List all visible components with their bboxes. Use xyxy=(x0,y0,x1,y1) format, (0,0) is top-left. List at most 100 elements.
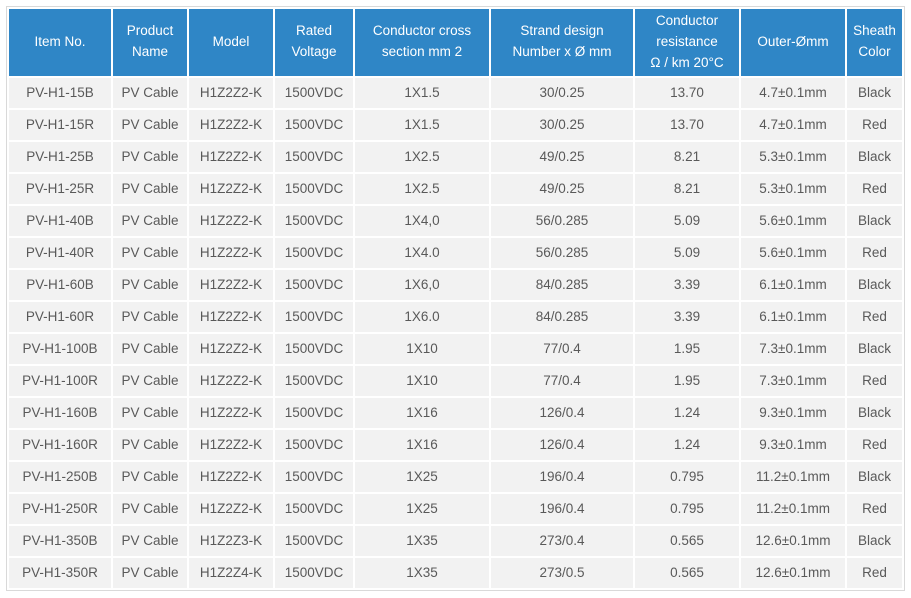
cell-outer-diameter: 9.3±0.1mm xyxy=(741,429,845,460)
cell-sheath-color: Black xyxy=(847,397,902,428)
cell-rated-voltage: 1500VDC xyxy=(275,205,353,236)
cell-strand-design: 30/0.25 xyxy=(491,77,633,108)
table-body: PV-H1-15B PV Cable H1Z2Z2-K 1500VDC 1X1.5 30/… xyxy=(9,77,902,588)
cell-cross-section: 1X16 xyxy=(355,397,489,428)
cell-rated-voltage: 1500VDC xyxy=(275,333,353,364)
cell-item-no: PV-H1-60B xyxy=(9,269,111,300)
cell-cross-section: 1X6,0 xyxy=(355,269,489,300)
table-row: PV-H1-100R PV Cable H1Z2Z2-K 1500VDC 1X10 77/… xyxy=(9,365,902,396)
cell-model: H1Z2Z2-K xyxy=(189,493,273,524)
cell-sheath-color: Red xyxy=(847,365,902,396)
cell-sheath-color: Black xyxy=(847,461,902,492)
column-header-outer-diameter: Outer-Ømm xyxy=(741,9,845,76)
cell-product-name: PV Cable xyxy=(113,557,187,588)
cell-strand-design: 56/0.285 xyxy=(491,237,633,268)
cell-product-name: PV Cable xyxy=(113,77,187,108)
cell-model: H1Z2Z2-K xyxy=(189,141,273,172)
cell-rated-voltage: 1500VDC xyxy=(275,269,353,300)
table-row: PV-H1-160B PV Cable H1Z2Z2-K 1500VDC 1X16 126… xyxy=(9,397,902,428)
cell-item-no: PV-H1-100B xyxy=(9,333,111,364)
cell-outer-diameter: 5.3±0.1mm xyxy=(741,141,845,172)
column-header-item-no: Item No. xyxy=(9,9,111,76)
cell-outer-diameter: 12.6±0.1mm xyxy=(741,525,845,556)
cell-item-no: PV-H1-160R xyxy=(9,429,111,460)
cell-cross-section: 1X2.5 xyxy=(355,173,489,204)
cell-outer-diameter: 7.3±0.1mm xyxy=(741,333,845,364)
cell-resistance: 13.70 xyxy=(635,77,739,108)
cell-resistance: 1.24 xyxy=(635,397,739,428)
cell-item-no: PV-H1-350R xyxy=(9,557,111,588)
cell-resistance: 1.24 xyxy=(635,429,739,460)
cell-model: H1Z2Z2-K xyxy=(189,109,273,140)
cell-cross-section: 1X4,0 xyxy=(355,205,489,236)
column-header-strand-design: Strand design Number x Ø mm xyxy=(491,9,633,76)
cell-cross-section: 1X4.0 xyxy=(355,237,489,268)
cell-cross-section: 1X6.0 xyxy=(355,301,489,332)
cell-strand-design: 84/0.285 xyxy=(491,269,633,300)
cell-resistance: 1.95 xyxy=(635,333,739,364)
cell-outer-diameter: 11.2±0.1mm xyxy=(741,493,845,524)
cell-cross-section: 1X1.5 xyxy=(355,109,489,140)
cell-product-name: PV Cable xyxy=(113,397,187,428)
cell-resistance: 8.21 xyxy=(635,141,739,172)
cell-sheath-color: Red xyxy=(847,237,902,268)
cell-strand-design: 126/0.4 xyxy=(491,397,633,428)
cell-resistance: 0.565 xyxy=(635,525,739,556)
cell-outer-diameter: 6.1±0.1mm xyxy=(741,301,845,332)
cell-cross-section: 1X10 xyxy=(355,365,489,396)
cell-resistance: 8.21 xyxy=(635,173,739,204)
cable-spec-table: Item No. Product Name Model Rated Voltage Co… xyxy=(6,6,905,591)
cell-rated-voltage: 1500VDC xyxy=(275,77,353,108)
cell-model: H1Z2Z2-K xyxy=(189,77,273,108)
cell-rated-voltage: 1500VDC xyxy=(275,461,353,492)
cell-resistance: 5.09 xyxy=(635,205,739,236)
table-row: PV-H1-25B PV Cable H1Z2Z2-K 1500VDC 1X2.5 49/… xyxy=(9,141,902,172)
cell-model: H1Z2Z2-K xyxy=(189,365,273,396)
cell-cross-section: 1X10 xyxy=(355,333,489,364)
table-row: PV-H1-60R PV Cable H1Z2Z2-K 1500VDC 1X6.0 84/… xyxy=(9,301,902,332)
cell-resistance: 13.70 xyxy=(635,109,739,140)
cell-product-name: PV Cable xyxy=(113,237,187,268)
table-row: PV-H1-250B PV Cable H1Z2Z2-K 1500VDC 1X25 196… xyxy=(9,461,902,492)
cell-sheath-color: Red xyxy=(847,557,902,588)
cell-cross-section: 1X25 xyxy=(355,493,489,524)
cell-item-no: PV-H1-250R xyxy=(9,493,111,524)
cell-rated-voltage: 1500VDC xyxy=(275,493,353,524)
table-row: PV-H1-15B PV Cable H1Z2Z2-K 1500VDC 1X1.5 30/… xyxy=(9,77,902,108)
column-header-model: Model xyxy=(189,9,273,76)
cell-cross-section: 1X16 xyxy=(355,429,489,460)
cell-outer-diameter: 12.6±0.1mm xyxy=(741,557,845,588)
cell-model: H1Z2Z2-K xyxy=(189,205,273,236)
cell-item-no: PV-H1-60R xyxy=(9,301,111,332)
table-row: PV-H1-100B PV Cable H1Z2Z2-K 1500VDC 1X10 77/… xyxy=(9,333,902,364)
cell-product-name: PV Cable xyxy=(113,525,187,556)
cell-strand-design: 126/0.4 xyxy=(491,429,633,460)
cell-cross-section: 1X2.5 xyxy=(355,141,489,172)
cell-sheath-color: Red xyxy=(847,173,902,204)
cell-resistance: 3.39 xyxy=(635,301,739,332)
cell-cross-section: 1X35 xyxy=(355,525,489,556)
cell-sheath-color: Black xyxy=(847,269,902,300)
cell-rated-voltage: 1500VDC xyxy=(275,557,353,588)
cell-model: H1Z2Z2-K xyxy=(189,173,273,204)
cell-resistance: 0.795 xyxy=(635,461,739,492)
cell-item-no: PV-H1-350B xyxy=(9,525,111,556)
cell-sheath-color: Red xyxy=(847,493,902,524)
cell-product-name: PV Cable xyxy=(113,461,187,492)
cell-item-no: PV-H1-25R xyxy=(9,173,111,204)
cell-model: H1Z2Z4-K xyxy=(189,557,273,588)
cell-strand-design: 196/0.4 xyxy=(491,461,633,492)
column-header-sheath-color: Sheath Color xyxy=(847,9,902,76)
cell-strand-design: 273/0.5 xyxy=(491,557,633,588)
cell-model: H1Z2Z2-K xyxy=(189,397,273,428)
header-row: Item No. Product Name Model Rated Voltage Co… xyxy=(9,9,902,76)
cell-strand-design: 56/0.285 xyxy=(491,205,633,236)
column-header-resistance: Conductor resistance Ω / km 20°C xyxy=(635,9,739,76)
table-row: PV-H1-160R PV Cable H1Z2Z2-K 1500VDC 1X16 126… xyxy=(9,429,902,460)
cell-model: H1Z2Z2-K xyxy=(189,429,273,460)
table-row: PV-H1-40R PV Cable H1Z2Z2-K 1500VDC 1X4.0 56/… xyxy=(9,237,902,268)
table-row: PV-H1-15R PV Cable H1Z2Z2-K 1500VDC 1X1.5 30/… xyxy=(9,109,902,140)
column-header-product-name: Product Name xyxy=(113,9,187,76)
table-row: PV-H1-40B PV Cable H1Z2Z2-K 1500VDC 1X4,0 56/… xyxy=(9,205,902,236)
cell-model: H1Z2Z2-K xyxy=(189,269,273,300)
